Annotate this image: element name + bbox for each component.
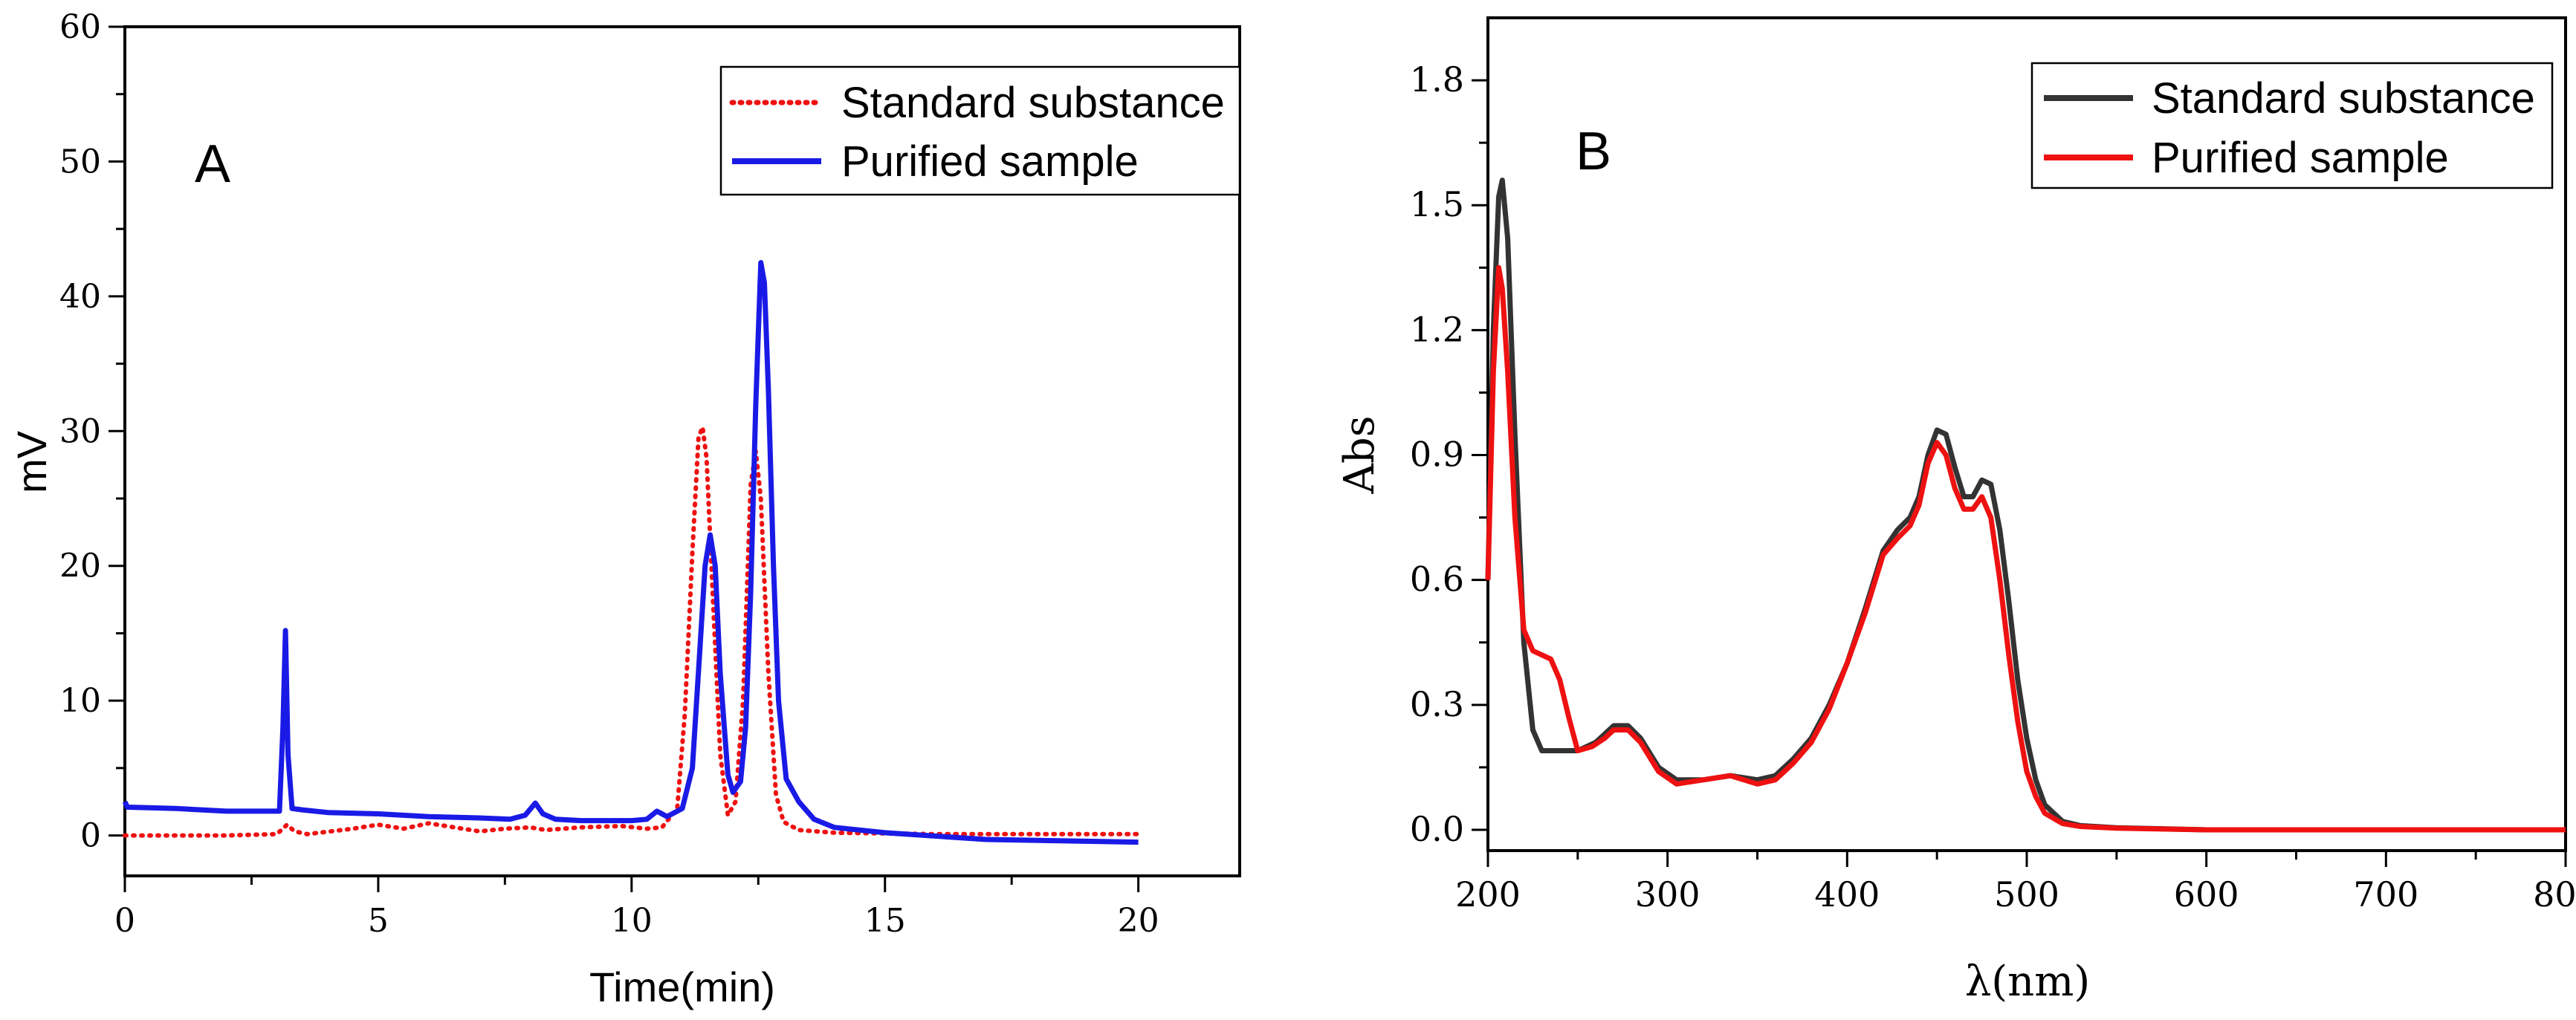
panel-a-y-tick-label: 30 (59, 412, 101, 450)
panel-b-legend: Standard substance Purified sample (2030, 62, 2554, 189)
panel-a-x-tick-label: 10 (611, 902, 653, 940)
panel-a-y-tick-label: 60 (59, 8, 101, 46)
panel-b-x-tick-label: 700 (2353, 874, 2418, 915)
panel-a-series-standard-substance-line (123, 424, 1141, 838)
panel-b-y-tick-label: 1.8 (1410, 59, 1464, 100)
panel-a-x-tick-label: 5 (368, 902, 389, 940)
panel-a-legend-label-purified: Purified sample (841, 137, 1139, 186)
panel-a-legend: Standard substance Purified sample (719, 65, 1241, 196)
panel-b-ticks: 200 300 400 500 600 700 800 0.0 0.3 0.6 0.9 1.2 1.5 1… (1410, 59, 2576, 915)
panel-b-y-tick-label: 0.9 (1410, 435, 1464, 475)
panel-b-series-purified-sample-line (1485, 264, 2566, 833)
panel-a-y-axis-title: mV (8, 430, 55, 493)
panel-b-x-tick-label: 800 (2533, 874, 2576, 915)
panel-a-x-tick-label: 0 (114, 902, 135, 940)
panel-a-y-tick-label: 50 (59, 143, 101, 181)
panel-b-y-tick-label: 0.6 (1410, 559, 1464, 600)
panel-b-x-tick-label: 300 (1635, 874, 1700, 915)
panel-a-y-tick-label: 20 (59, 548, 101, 585)
panel-b-x-tick-label: 600 (2174, 874, 2239, 915)
panel-b-y-axis-title: Abs (1336, 415, 1384, 494)
panel-a-y-tick-label: 0 (80, 817, 101, 855)
panel-a-chromatogram: 0 5 10 15 20 0 10 20 30 40 50 60 A Time(min) mV Sta… (8, 8, 1241, 1010)
panel-a-x-tick-label: 15 (864, 902, 906, 940)
panel-b-x-tick-label: 400 (1814, 874, 1880, 915)
panel-a-y-tick-label: 40 (59, 278, 101, 316)
panel-b-y-tick-label: 0.0 (1410, 809, 1464, 849)
panel-b-y-tick-label: 1.5 (1410, 184, 1464, 224)
panel-a-y-tick-label: 10 (59, 682, 101, 720)
panel-a-legend-label-standard: Standard substance (841, 79, 1225, 127)
panel-a-x-tick-label: 20 (1118, 902, 1159, 940)
panel-a-plot-frame (123, 25, 1241, 877)
panel-b-y-tick-label: 0.3 (1410, 684, 1464, 724)
panel-b-series-standard-substance-line (1485, 178, 2566, 833)
panel-b-label: B (1576, 122, 1611, 181)
panel-b-series (1485, 178, 2566, 833)
panel-a-series (122, 260, 1141, 845)
panel-b-spectrum: 200 300 400 500 600 700 800 0.0 0.3 0.6 0.9 1.2 1.5 1… (1336, 16, 2576, 1006)
panel-b-x-tick-label: 500 (1994, 874, 2059, 915)
panel-a-series-purified-sample-line (122, 260, 1139, 845)
panel-a-label: A (195, 134, 230, 194)
panel-a-legend-box (719, 65, 1241, 196)
panel-b-x-axis-title: λ(nm) (1965, 958, 2090, 1006)
panel-b-legend-label-purified: Purified sample (2152, 134, 2449, 182)
panel-b-legend-box (2030, 62, 2554, 189)
panel-a-ticks: 0 5 10 15 20 0 10 20 30 40 50 60 (59, 8, 1159, 940)
panel-a-x-axis-title: Time(min) (589, 964, 775, 1010)
panel-b-legend-label-standard: Standard substance (2152, 74, 2535, 123)
panel-b-x-tick-label: 200 (1455, 874, 1521, 915)
panel-b-y-tick-label: 1.2 (1410, 309, 1464, 349)
